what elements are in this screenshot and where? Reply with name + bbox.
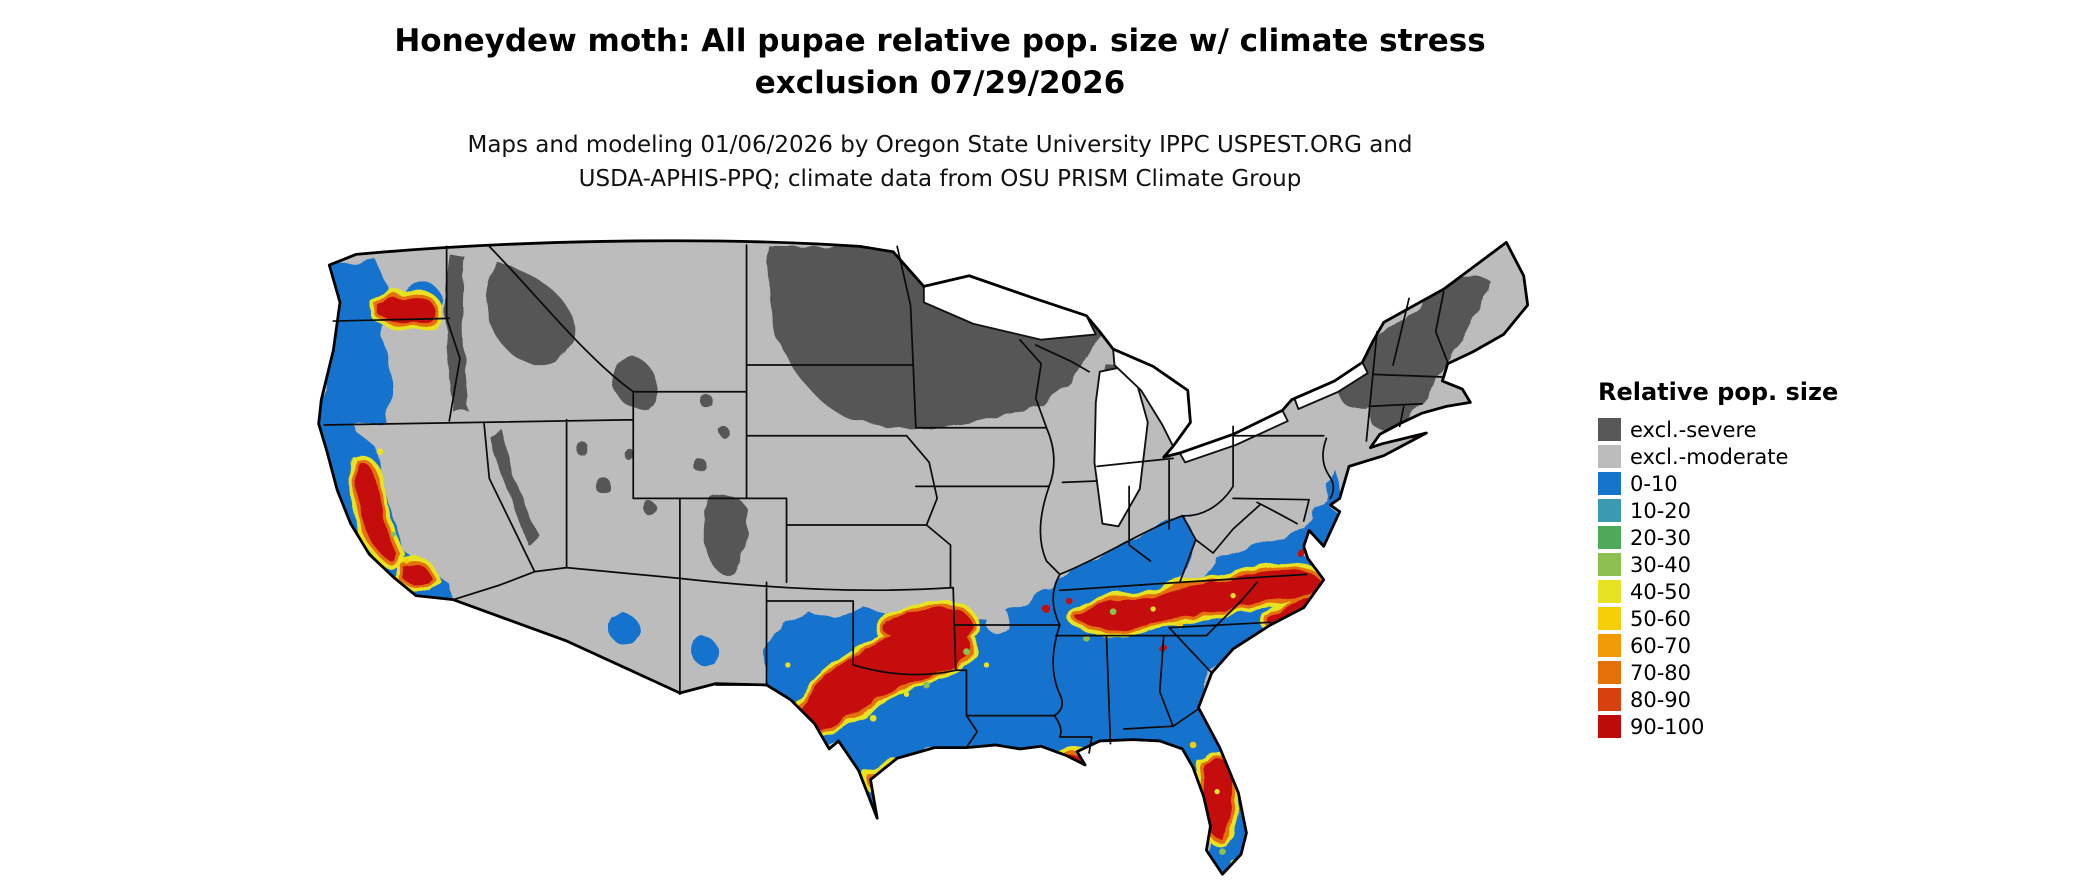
legend-label: 0-10	[1630, 471, 1678, 496]
legend-item: 90-100	[1598, 713, 1838, 740]
legend-label: 50-60	[1630, 606, 1692, 631]
legend-item: 50-60	[1598, 605, 1838, 632]
us-map-container	[300, 225, 1553, 885]
legend-label: 40-50	[1630, 579, 1692, 604]
legend-swatch	[1598, 553, 1621, 576]
legend-title: Relative pop. size	[1598, 378, 1839, 406]
legend-swatch	[1598, 472, 1621, 495]
legend-item: excl.-moderate	[1598, 443, 1838, 470]
map-title: Honeydew moth: All pupae relative pop. s…	[394, 23, 1486, 101]
legend-label: 30-40	[1630, 552, 1692, 577]
legend-rows: excl.-severe excl.-moderate 0-10 10-20 20-30…	[1598, 416, 1838, 740]
legend-swatch	[1598, 499, 1621, 522]
legend-swatch	[1598, 634, 1621, 657]
legend-label: excl.-moderate	[1630, 444, 1789, 469]
legend-item: excl.-severe	[1598, 416, 1838, 443]
map-subtitle: Maps and modeling 01/06/2026 by Oregon S…	[340, 128, 1540, 196]
legend-label: 90-100	[1630, 714, 1705, 739]
legend-swatch	[1598, 688, 1621, 711]
legend-swatch	[1598, 607, 1621, 630]
legend-item: 80-90	[1598, 686, 1838, 713]
us-map	[317, 239, 1530, 876]
legend-swatch	[1598, 418, 1621, 441]
legend-swatch	[1598, 661, 1621, 684]
legend-label: 60-70	[1630, 633, 1692, 658]
legend-item: 10-20	[1598, 497, 1838, 524]
legend-label: 70-80	[1630, 660, 1692, 685]
legend-swatch	[1598, 526, 1621, 549]
legend-label: 80-90	[1630, 687, 1692, 712]
map-state-borders	[323, 244, 1449, 754]
legend-item: 40-50	[1598, 578, 1838, 605]
legend-label: excl.-severe	[1630, 417, 1757, 442]
legend-swatch	[1598, 445, 1621, 468]
legend-item: 60-70	[1598, 632, 1838, 659]
legend-label: 10-20	[1630, 498, 1692, 523]
legend-label: 20-30	[1630, 525, 1692, 550]
legend-item: 20-30	[1598, 524, 1838, 551]
legend-swatch	[1598, 715, 1621, 738]
map-legend: Relative pop. size excl.-severe excl.-mod…	[1598, 378, 1838, 740]
legend-swatch	[1598, 580, 1621, 603]
legend-item: 70-80	[1598, 659, 1838, 686]
map-population-regions	[318, 240, 1528, 875]
legend-item: 0-10	[1598, 470, 1838, 497]
map-subtitle-text: Maps and modeling 01/06/2026 by Oregon S…	[467, 132, 1413, 192]
legend-item: 30-40	[1598, 551, 1838, 578]
